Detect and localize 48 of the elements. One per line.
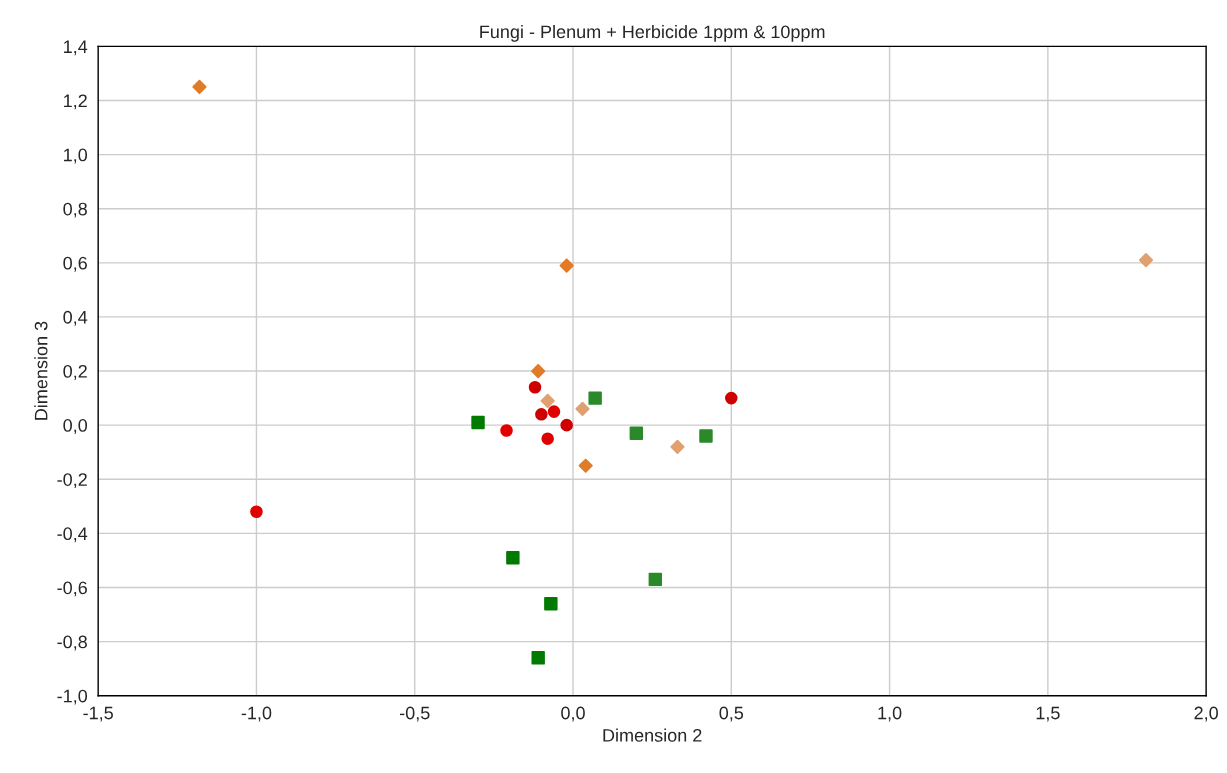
- x-tick-label: 0,0: [561, 706, 585, 722]
- chart-title: Fungi - Plenum + Herbicide 1ppm & 10ppm: [480, 24, 825, 42]
- x-tick-label: 1,5: [1036, 706, 1060, 722]
- y-tick-label: -0,2: [57, 473, 87, 489]
- point: [250, 505, 263, 519]
- point: [528, 380, 542, 394]
- point: [540, 393, 555, 408]
- y-tick-label: 1,0: [64, 148, 88, 164]
- y-tick-label: 1,4: [64, 40, 88, 56]
- point: [531, 651, 545, 665]
- y-tick-label: -0,6: [57, 581, 87, 597]
- x-tick-label: -0,5: [399, 706, 430, 722]
- y-tick-label: 0,4: [63, 310, 88, 326]
- point: [547, 405, 561, 418]
- point: [471, 415, 485, 430]
- x-tick-label: 1,0: [878, 706, 902, 722]
- y-tick-label: 0,8: [63, 202, 87, 218]
- y-axis-title: Dimension 3: [34, 321, 48, 420]
- y-tick-label: -0,4: [57, 527, 88, 543]
- x-tick-label: 2,0: [1194, 706, 1218, 722]
- point: [578, 458, 593, 473]
- x-tick-label: 0,5: [719, 706, 744, 722]
- point: [506, 551, 520, 565]
- x-tick-label: -1,5: [83, 706, 113, 722]
- point: [725, 391, 738, 405]
- x-axis-title: Dimension 2: [603, 728, 702, 742]
- point: [541, 432, 554, 445]
- point: [192, 79, 207, 95]
- y-tick-label: 0,0: [63, 419, 88, 434]
- y-tick-label: -0,8: [57, 635, 87, 651]
- point: [575, 401, 590, 417]
- point: [531, 363, 546, 379]
- point: [629, 426, 644, 440]
- point: [699, 429, 713, 443]
- point: [559, 258, 574, 273]
- point: [544, 596, 558, 611]
- point: [560, 418, 573, 432]
- point: [1138, 252, 1154, 268]
- point: [500, 424, 513, 437]
- y-tick-label: 0,2: [63, 364, 87, 380]
- point: [670, 439, 685, 454]
- y-tick-label: -1,0: [57, 689, 88, 705]
- point: [535, 408, 548, 421]
- y-tick-label: 1,2: [64, 94, 87, 110]
- point: [588, 391, 602, 405]
- x-tick-label: -1,0: [241, 706, 272, 722]
- y-tick-label: 0,6: [63, 256, 87, 272]
- point: [648, 572, 663, 587]
